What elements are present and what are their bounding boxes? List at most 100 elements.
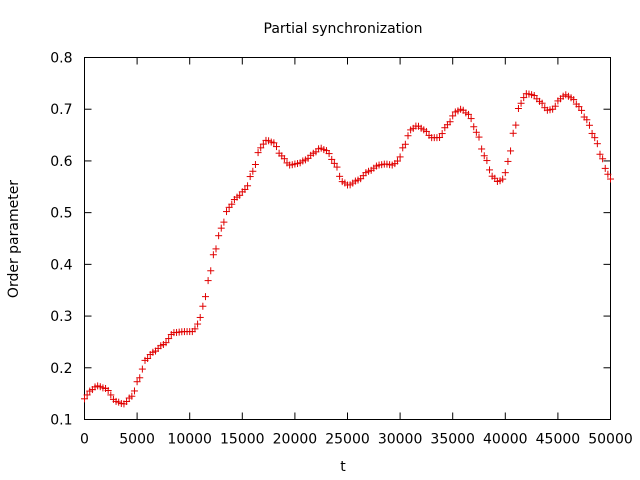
x-tick-label: 0	[80, 432, 89, 448]
data-point	[438, 130, 446, 138]
data-point	[585, 121, 593, 129]
x-tick-label: 40000	[483, 432, 528, 448]
data-point	[123, 398, 131, 406]
data-point	[449, 112, 457, 120]
data-point	[107, 391, 115, 399]
data-point	[499, 175, 507, 183]
data-point	[501, 169, 509, 177]
data-point	[512, 121, 520, 129]
data-point	[246, 173, 254, 181]
y-tick-label: 0.2	[50, 361, 72, 377]
data-point	[483, 157, 491, 165]
data-point	[588, 129, 596, 137]
data-point	[436, 134, 444, 142]
y-tick-label: 0.1	[50, 413, 72, 429]
data-point	[207, 267, 215, 275]
x-tick-label: 25000	[325, 432, 370, 448]
data-point	[599, 155, 607, 163]
data-point	[472, 128, 480, 136]
data-point	[591, 134, 599, 142]
y-tick-label: 0.8	[50, 51, 72, 67]
data-point	[199, 302, 207, 310]
x-tick-label: 5000	[119, 432, 155, 448]
data-point	[228, 200, 236, 208]
data-point	[136, 374, 144, 382]
data-point	[257, 144, 265, 152]
data-point	[478, 145, 486, 153]
data-point	[504, 157, 512, 165]
data-point	[578, 106, 586, 114]
y-tick-label: 0.3	[50, 309, 72, 325]
x-tick-label: 15000	[220, 432, 265, 448]
x-tick-label: 35000	[430, 432, 475, 448]
data-point	[162, 339, 170, 347]
data-point	[330, 159, 338, 167]
data-point	[272, 143, 280, 151]
y-tick-label: 0.5	[50, 206, 72, 222]
x-axis-ticks: 0 5000 10000 15000 20000 25000 30000 35000 40000…	[80, 57, 633, 448]
data-point	[236, 191, 244, 199]
data-point	[194, 320, 202, 328]
data-point	[220, 218, 228, 226]
data-point	[204, 277, 212, 285]
data-point	[81, 395, 88, 403]
data-point	[399, 144, 407, 152]
data-point	[551, 102, 559, 110]
data-point	[604, 170, 612, 178]
data-point	[212, 245, 220, 253]
plot-area-frame	[84, 57, 611, 420]
data-point	[138, 365, 146, 373]
y-axis-ticks: 0.1 0.2 0.3 0.4 0.5 0.6 0.7 0.8	[50, 51, 611, 429]
data-point	[470, 123, 478, 131]
data-point	[396, 153, 404, 161]
data-point	[259, 140, 267, 148]
data-point	[251, 160, 259, 168]
data-point	[517, 99, 525, 107]
data-point	[196, 313, 204, 321]
data-point	[520, 94, 528, 102]
x-tick-label: 30000	[378, 432, 423, 448]
data-point	[254, 149, 262, 157]
data-point	[244, 182, 252, 190]
data-point	[223, 208, 231, 216]
data-point	[130, 387, 138, 395]
data-point	[446, 118, 454, 126]
y-tick-label: 0.4	[50, 257, 72, 273]
data-point	[593, 140, 601, 148]
data-point	[165, 335, 173, 343]
data-point	[607, 175, 614, 183]
data-point	[422, 127, 430, 135]
y-axis-label: Order parameter	[6, 180, 22, 298]
data-point	[575, 103, 583, 111]
data-point	[336, 172, 344, 180]
data-point	[596, 150, 604, 158]
data-point	[83, 391, 91, 399]
data-point	[464, 110, 472, 118]
data-point	[209, 251, 217, 259]
x-tick-label: 50000	[588, 432, 633, 448]
x-tick-label: 10000	[167, 432, 212, 448]
data-point	[486, 166, 494, 174]
data-point	[215, 232, 223, 240]
chart-title: Partial synchronization	[264, 21, 423, 37]
data-point	[601, 164, 609, 172]
data-points	[81, 90, 614, 408]
x-axis-label: t	[340, 459, 346, 475]
data-point	[538, 99, 546, 107]
data-point	[328, 155, 336, 163]
y-tick-label: 0.7	[50, 102, 72, 118]
data-point	[514, 104, 522, 112]
data-point	[509, 129, 517, 137]
data-point	[128, 392, 136, 400]
data-point	[393, 157, 401, 165]
data-point	[507, 147, 515, 155]
data-point	[583, 116, 591, 124]
data-point	[133, 378, 141, 386]
y-tick-label: 0.6	[50, 154, 72, 170]
data-point	[480, 152, 488, 160]
data-point	[325, 150, 333, 158]
data-point	[280, 155, 288, 163]
data-point	[333, 163, 341, 171]
x-tick-label: 45000	[536, 432, 581, 448]
